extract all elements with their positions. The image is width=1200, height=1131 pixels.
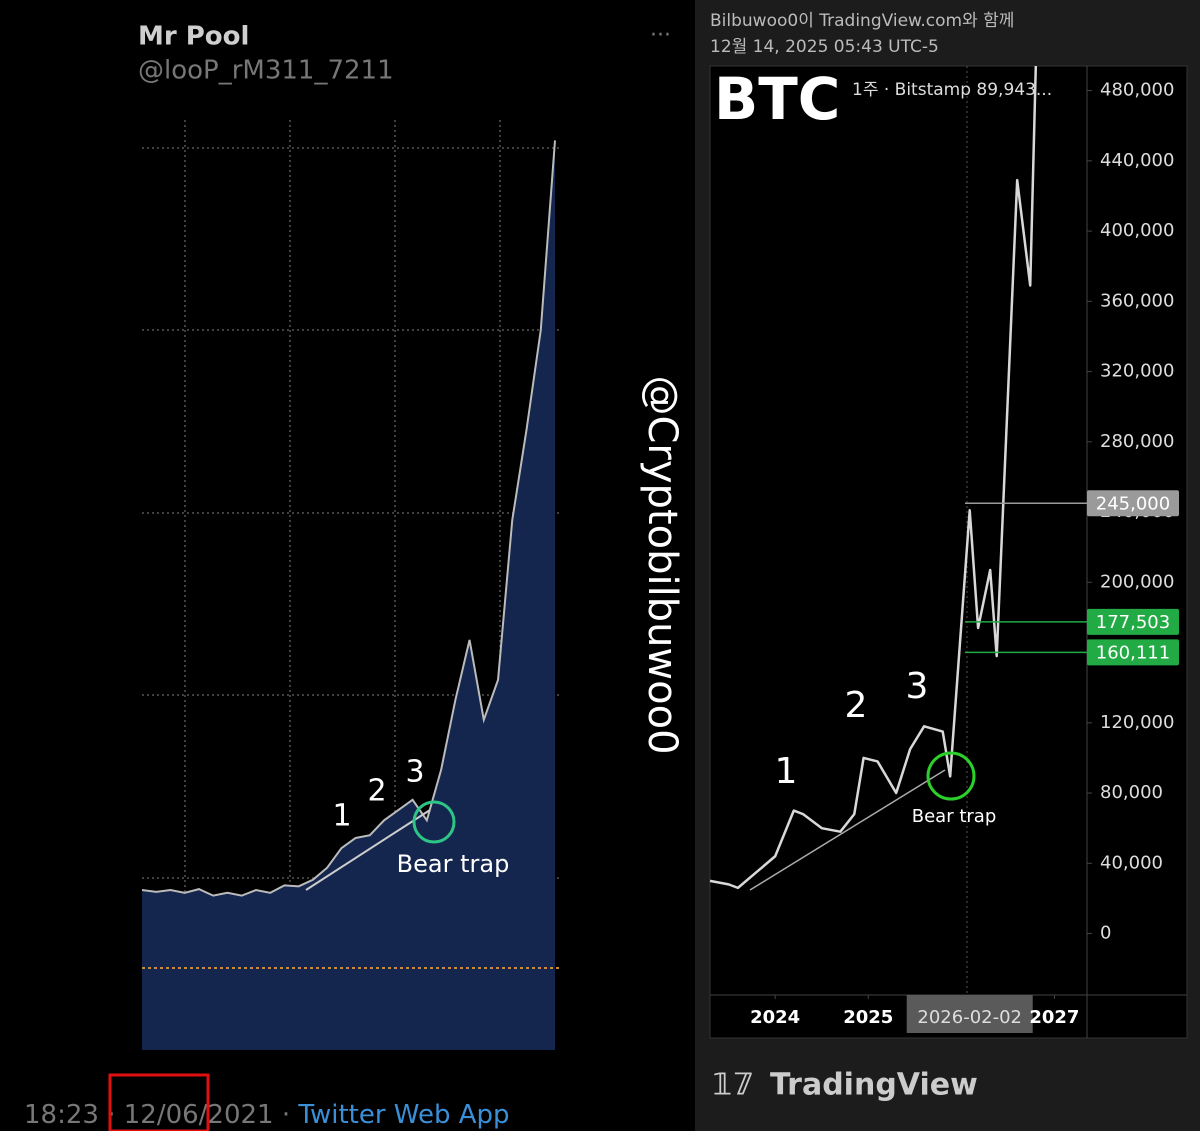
watermark: @Cryptobilbuwoo0 [639,375,685,754]
area [142,140,555,1050]
price-line [141,140,556,897]
tv-header: Bilbuwoo0이 TradingView.com와 함께 [710,11,1014,31]
trend-line [749,769,946,891]
price-badge-label: 245,000 [1096,493,1170,514]
annotation: 1 [332,799,351,834]
trend-line [305,809,431,891]
y-tick-label: 440,000 [1100,150,1174,171]
tv-logo: 𝟙𝟟 [712,1068,754,1103]
price-badge [1087,639,1179,666]
annotation: 3 [906,666,929,707]
annotation: 3 [405,755,424,790]
price-badge-label: 177,503 [1096,612,1170,633]
y-tick-label: 80,000 [1100,782,1163,803]
y-tick-label: 0 [1100,923,1111,944]
x-tick-label: 2026-02-02 [917,1007,1022,1028]
price-badge [1087,608,1179,635]
y-tick-label: 280,000 [1100,431,1174,452]
highlight-box [108,1073,210,1131]
y-tick-label: 400,000 [1100,220,1174,241]
y-tick-label: 320,000 [1100,361,1174,382]
tweet-handle: @looP_rM311_7211 [138,56,394,86]
tweet-time: 18:23 [24,1100,99,1130]
tv-brand: TradingView [770,1068,978,1103]
y-tick-label: 40,000 [1100,852,1163,873]
annotation: 2 [367,774,386,809]
x-cursor-badge [906,995,1033,1033]
more-dots[interactable]: ··· [650,23,671,48]
tv-chart: 040,00080,000120,000160,000200,000240,00… [709,65,1179,1033]
tv-title: BTC [714,65,840,133]
tweet-source[interactable]: Twitter Web App [297,1100,509,1130]
y-tick-label: 480,000 [1100,80,1174,101]
annotation: 2 [845,685,868,726]
annotation: Bear trap [397,850,510,878]
tv-chart-bg [709,65,1188,1039]
tv-timestamp: 12월 14, 2025 05:43 UTC-5 [710,37,939,57]
y-tick-label: 120,000 [1100,712,1174,733]
tweet-date: 12/06/2021 [124,1100,274,1130]
annotation: Bear trap [912,806,997,827]
x-tick-label: 2024 [750,1007,800,1028]
bear-trap-circle [412,800,456,844]
tweet-name: Mr Pool [138,22,249,52]
x-tick-label: 2025 [843,1007,893,1028]
x-tick-label: 2027 [1029,1007,1079,1028]
annotation: 1 [775,751,798,792]
y-tick-label: 200,000 [1100,571,1174,592]
bear-trap-circle [926,751,976,801]
tweet-chart [141,120,562,1050]
tv-subtitle: 1주 · Bitstamp 89,943... [852,80,1052,100]
y-tick-label: 360,000 [1100,290,1174,311]
price-badge [1087,490,1179,517]
tweet-meta: 18:23 · 12/06/2021 · Twitter Web App [24,1100,510,1130]
price-badge-label: 160,111 [1096,642,1170,663]
price-line [709,65,1038,890]
